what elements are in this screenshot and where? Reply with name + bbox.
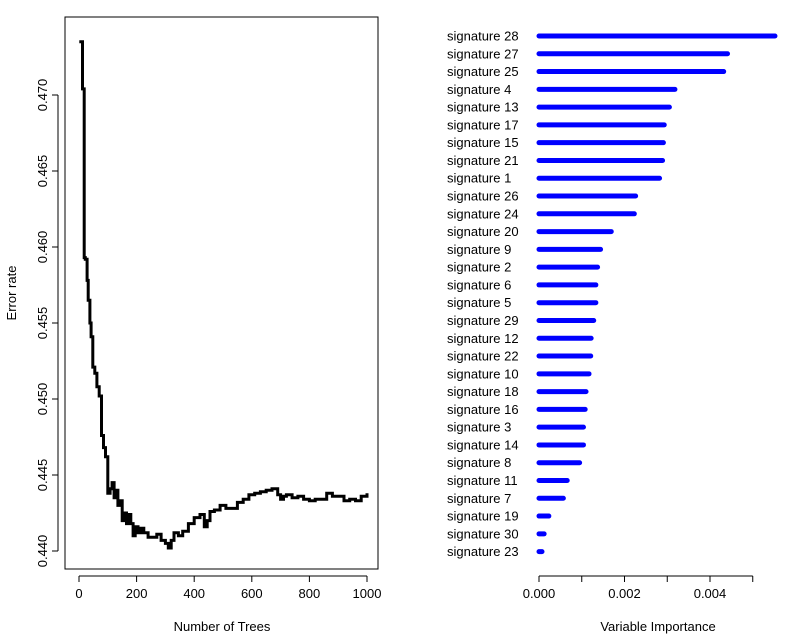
variable-label: signature 1 xyxy=(447,171,511,186)
variable-label: signature 9 xyxy=(447,242,511,257)
variable-label: signature 2 xyxy=(447,260,511,275)
variable-label: signature 13 xyxy=(447,100,519,115)
variable-label: signature 16 xyxy=(447,402,519,417)
plot-frame xyxy=(64,16,379,570)
variable-label: signature 15 xyxy=(447,135,519,150)
y-tick-label: 0.450 xyxy=(35,383,50,416)
variable-label: signature 20 xyxy=(447,224,519,239)
variable-label: signature 12 xyxy=(447,331,519,346)
variable-label: signature 29 xyxy=(447,313,519,328)
variable-label: signature 3 xyxy=(447,420,511,435)
variable-label: signature 5 xyxy=(447,295,511,310)
x-tick-label: 0.000 xyxy=(523,586,556,601)
x-tick-label: 400 xyxy=(183,586,205,601)
variable-label: signature 6 xyxy=(447,277,511,292)
variable-label: signature 11 xyxy=(447,473,518,488)
y-axis-label: Error rate xyxy=(4,266,19,321)
y-tick-label: 0.455 xyxy=(35,307,50,340)
y-tick-label: 0.470 xyxy=(35,79,50,112)
x-tick-label: 0.004 xyxy=(694,586,727,601)
y-tick-label: 0.465 xyxy=(35,155,50,188)
variable-label: signature 14 xyxy=(447,437,519,452)
x-tick-label: 600 xyxy=(241,586,263,601)
y-axis: 0.440 0.445 0.450 0.455 0.460 0.465 0.470 xyxy=(35,79,59,568)
variable-label: signature 25 xyxy=(447,64,519,79)
y-tick-label: 0.440 xyxy=(35,535,50,568)
variable-importance-plot: signature 28 signature 27 signature 25 sign… xyxy=(447,29,778,634)
x-axis-label: Variable Importance xyxy=(600,619,715,634)
variable-label: signature 28 xyxy=(447,29,519,44)
x-tick-label: 200 xyxy=(126,586,148,601)
variable-label: signature 26 xyxy=(447,189,519,204)
importance-bars xyxy=(536,33,778,555)
x-tick-label: 0.002 xyxy=(608,586,641,601)
x-axis: 0.000 0.002 0.004 xyxy=(523,575,754,601)
x-tick-label: 1000 xyxy=(353,586,382,601)
variable-label: signature 10 xyxy=(447,366,519,381)
x-tick-label: 0 xyxy=(75,586,82,601)
error-rate-line xyxy=(79,40,369,550)
variable-label: signature 19 xyxy=(447,509,519,524)
variable-label: signature 23 xyxy=(447,544,519,559)
variable-label: signature 27 xyxy=(447,46,519,61)
variable-label: signature 18 xyxy=(447,384,519,399)
variable-label: signature 21 xyxy=(447,153,519,168)
x-axis-label: Number of Trees xyxy=(174,619,271,634)
variable-labels: signature 28 signature 27 signature 25 sign… xyxy=(447,29,519,560)
error-rate-plot: 0 200 400 600 800 1000 0.4400.4450.4500.4550.… xyxy=(4,16,382,634)
variable-label: signature 24 xyxy=(447,206,519,221)
variable-label: signature 22 xyxy=(447,349,519,364)
variable-label: signature 7 xyxy=(447,491,511,506)
variable-label: signature 17 xyxy=(447,117,519,132)
variable-label: signature 8 xyxy=(447,455,511,470)
variable-label: signature 30 xyxy=(447,526,519,541)
y-tick-label: 0.445 xyxy=(35,459,50,492)
variable-label: signature 4 xyxy=(447,82,511,97)
x-tick-label: 800 xyxy=(299,586,321,601)
x-axis: 0 200 400 600 800 1000 xyxy=(75,575,382,601)
y-tick-label: 0.460 xyxy=(35,231,50,264)
